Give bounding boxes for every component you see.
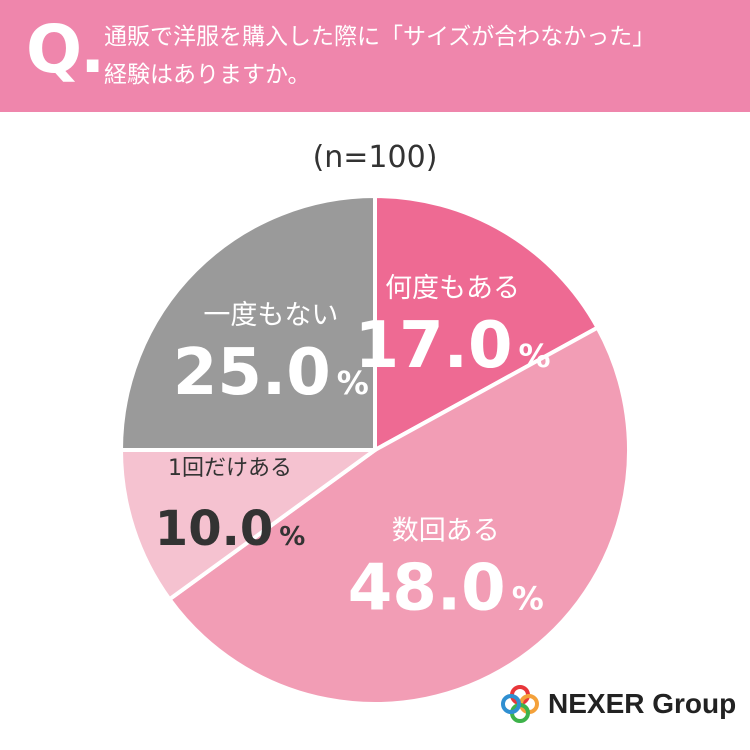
pie-slice-several-times: [167, 325, 631, 706]
pie-labels: 何度もある 17.0 % 数回ある 48.0 % 1回だけある 10.0 % 一度もない 25.0%: [155, 273, 551, 626]
slice-label-never: 一度もない: [203, 300, 338, 331]
slice-label-many-times: 何度もある: [385, 273, 520, 304]
nexer-logo-text: NEXER Group: [548, 688, 737, 719]
slice-value-many-times: 17.0%: [355, 309, 551, 383]
slice-label-once: 1回だけある: [168, 456, 292, 481]
nexer-logo: NEXER Group: [500, 684, 736, 724]
question-line-1: 通販で洋服を購入した際に「サイズが合わなかった」: [104, 24, 656, 50]
sample-size: (n=100): [312, 140, 438, 175]
slice-value-never: 25.0%: [173, 336, 369, 410]
pie-slices: [119, 194, 631, 706]
pie-slice-once: [119, 448, 377, 602]
slice-value-several-times: 48.0%: [348, 552, 544, 626]
slice-value-once: 10.0%: [155, 501, 306, 557]
question-text: 通販で洋服を購入した際に「サイズが合わなかった」 経験はありますか。: [104, 18, 734, 94]
question-line-2: 経験はありますか。: [104, 62, 311, 88]
question-header: Q. 通販で洋服を購入した際に「サイズが合わなかった」 経験はありますか。: [0, 0, 750, 112]
pie-slice-many-times: [373, 194, 600, 452]
slice-label-several-times: 数回ある: [392, 516, 500, 547]
nexer-logo-icon: [501, 685, 539, 723]
q-label: Q.: [26, 11, 105, 88]
pie-slice-never: [119, 194, 377, 452]
